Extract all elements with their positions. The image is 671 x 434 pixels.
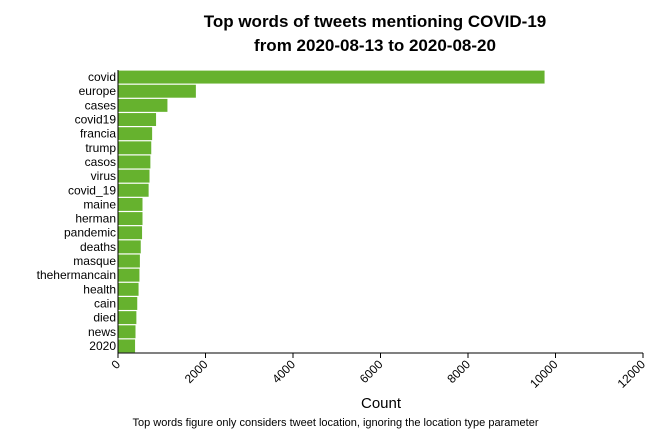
bars-group [118, 70, 545, 353]
bar-pandemic [118, 226, 143, 240]
y-tick-label-cases: cases [85, 98, 116, 112]
bar-covid19 [118, 113, 157, 126]
bar-health [118, 282, 139, 296]
bar-2020 [118, 339, 136, 353]
bar-covid [118, 70, 545, 84]
y-tick-label-2020: 2020 [89, 339, 116, 353]
y-tick-label-thehermancain: thehermancain [37, 268, 116, 282]
y-tick-label-died: died [93, 311, 116, 325]
y-tick-label-deaths: deaths [80, 240, 116, 254]
bar-europe [118, 84, 196, 98]
y-tick-label-europe: europe [79, 84, 117, 98]
x-tick-label-6000: 6000 [357, 357, 386, 386]
y-tick-label-covid_19: covid_19 [68, 183, 116, 197]
x-axis-title: Count [361, 395, 402, 412]
x-tick-label-12000: 12000 [615, 357, 649, 391]
bar-news [118, 325, 136, 339]
y-tick-label-virus: virus [91, 169, 116, 183]
y-tick-label-herman: herman [75, 212, 116, 226]
bar-cases [118, 98, 168, 112]
y-tick-label-francia: francia [80, 127, 116, 141]
y-tick-label-cain: cain [94, 296, 116, 310]
y-tick-label-covid19: covid19 [75, 113, 117, 127]
bar-maine [118, 197, 143, 211]
bar-died [118, 311, 137, 325]
y-tick-label-trump: trump [85, 141, 116, 155]
chart-title-line-1: Top words of tweets mentioning COVID-19 [204, 12, 547, 31]
chart-title-line-2: from 2020-08-13 to 2020-08-20 [254, 36, 496, 55]
bar-herman [118, 212, 143, 226]
y-tick-label-covid: covid [88, 70, 116, 84]
y-tick-label-news: news [88, 325, 116, 339]
bar-francia [118, 127, 153, 141]
y-axis-labels: covideuropecasescovid19franciatrumpcasos… [37, 70, 117, 353]
y-tick-label-pandemic: pandemic [64, 226, 116, 240]
x-tick-label-8000: 8000 [444, 357, 473, 386]
bar-virus [118, 169, 150, 183]
bar-covid_19 [118, 183, 149, 197]
bar-cain [118, 297, 138, 310]
x-axis-ticks: 0 2000 4000 6000 8000 10000 12000 [108, 353, 648, 391]
bar-thehermancain [118, 268, 140, 282]
bar-masque [118, 254, 140, 268]
x-tick-label-2000: 2000 [182, 357, 211, 386]
y-tick-label-casos: casos [85, 155, 116, 169]
bar-casos [118, 155, 151, 169]
bar-deaths [118, 240, 141, 254]
bar-trump [118, 141, 152, 155]
y-tick-label-masque: masque [73, 254, 116, 268]
x-tick-label-0: 0 [108, 357, 123, 372]
y-tick-label-maine: maine [83, 197, 116, 211]
x-tick-label-10000: 10000 [527, 357, 561, 391]
chart-footnote: Top words figure only considers tweet lo… [132, 417, 539, 429]
x-tick-label-4000: 4000 [269, 357, 298, 386]
y-tick-label-health: health [83, 282, 116, 296]
